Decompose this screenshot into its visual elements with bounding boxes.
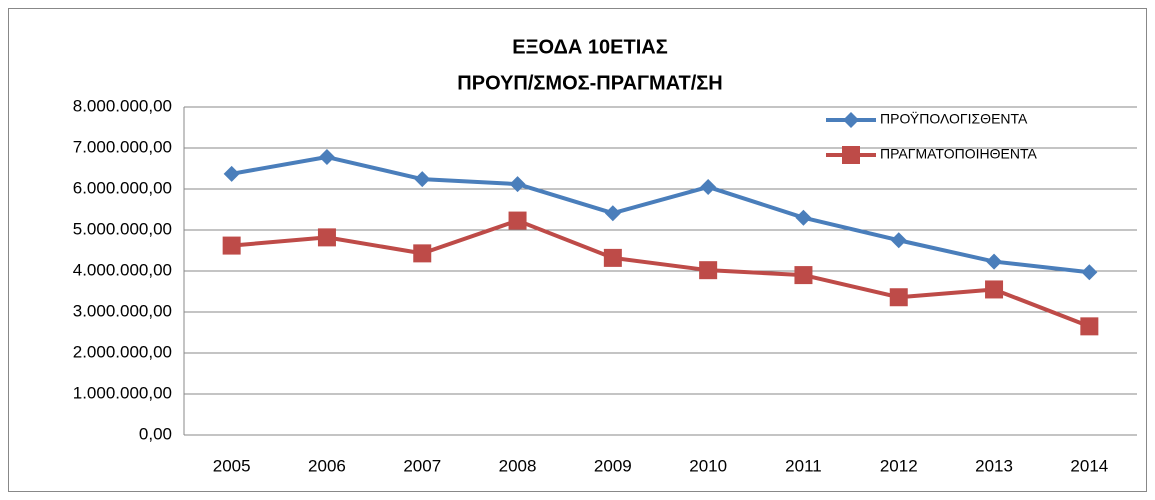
marker — [413, 244, 432, 263]
x-tick-label: 2014 — [1070, 456, 1108, 475]
marker — [222, 236, 241, 255]
chart-title: ΕΞΟΔΑ 10ΕΤΙΑΣ — [512, 36, 667, 58]
x-tick-label: 2008 — [499, 456, 537, 475]
marker — [1080, 317, 1099, 336]
marker — [842, 146, 860, 164]
marker — [843, 112, 859, 128]
x-tick-label: 2007 — [403, 456, 441, 475]
marker — [1081, 264, 1098, 281]
x-tick-label: 2012 — [880, 456, 918, 475]
series-line — [231, 155, 1090, 275]
marker — [986, 253, 1003, 270]
y-tick-label: 6.000.000,00 — [73, 178, 172, 197]
marker — [890, 232, 907, 249]
marker — [509, 176, 526, 193]
y-tick-label: 3.000.000,00 — [73, 301, 172, 320]
marker — [508, 211, 527, 230]
marker — [700, 178, 717, 195]
marker — [699, 261, 718, 280]
y-tick-label: 4.000.000,00 — [73, 260, 172, 279]
marker — [603, 248, 622, 267]
marker — [223, 165, 240, 182]
y-tick-label: 1.000.000,00 — [73, 383, 172, 402]
legend-label: ΠΡΑΓΜΑΤΟΠΟΙΗΘΕΝΤΑ — [880, 146, 1037, 162]
marker — [604, 205, 621, 222]
x-tick-label: 2009 — [594, 456, 632, 475]
y-tick-label: 8.000.000,00 — [73, 96, 172, 115]
x-tick-label: 2013 — [975, 456, 1013, 475]
marker — [985, 280, 1004, 299]
chart-title: ΠΡΟΥΠ/ΣΜΟΣ-ΠΡΑΓΜΑΤ/ΣΗ — [457, 72, 722, 94]
y-tick-label: 0,00 — [139, 424, 172, 443]
marker — [414, 171, 431, 188]
marker — [317, 228, 336, 247]
y-tick-label: 7.000.000,00 — [73, 137, 172, 156]
y-tick-label: 2.000.000,00 — [73, 342, 172, 361]
marker — [889, 288, 908, 307]
chart-border — [8, 8, 1147, 492]
marker — [318, 149, 335, 166]
legend-label: ΠΡΟΫΠΟΛΟΓΙΣΘΕΝΤΑ — [880, 111, 1028, 127]
x-tick-label: 2005 — [213, 456, 251, 475]
marker — [794, 266, 813, 285]
x-tick-label: 2006 — [308, 456, 346, 475]
marker — [795, 209, 812, 226]
series-line — [231, 218, 1091, 329]
x-tick-label: 2010 — [689, 456, 727, 475]
x-tick-label: 2011 — [785, 456, 822, 475]
y-tick-label: 5.000.000,00 — [73, 219, 172, 238]
